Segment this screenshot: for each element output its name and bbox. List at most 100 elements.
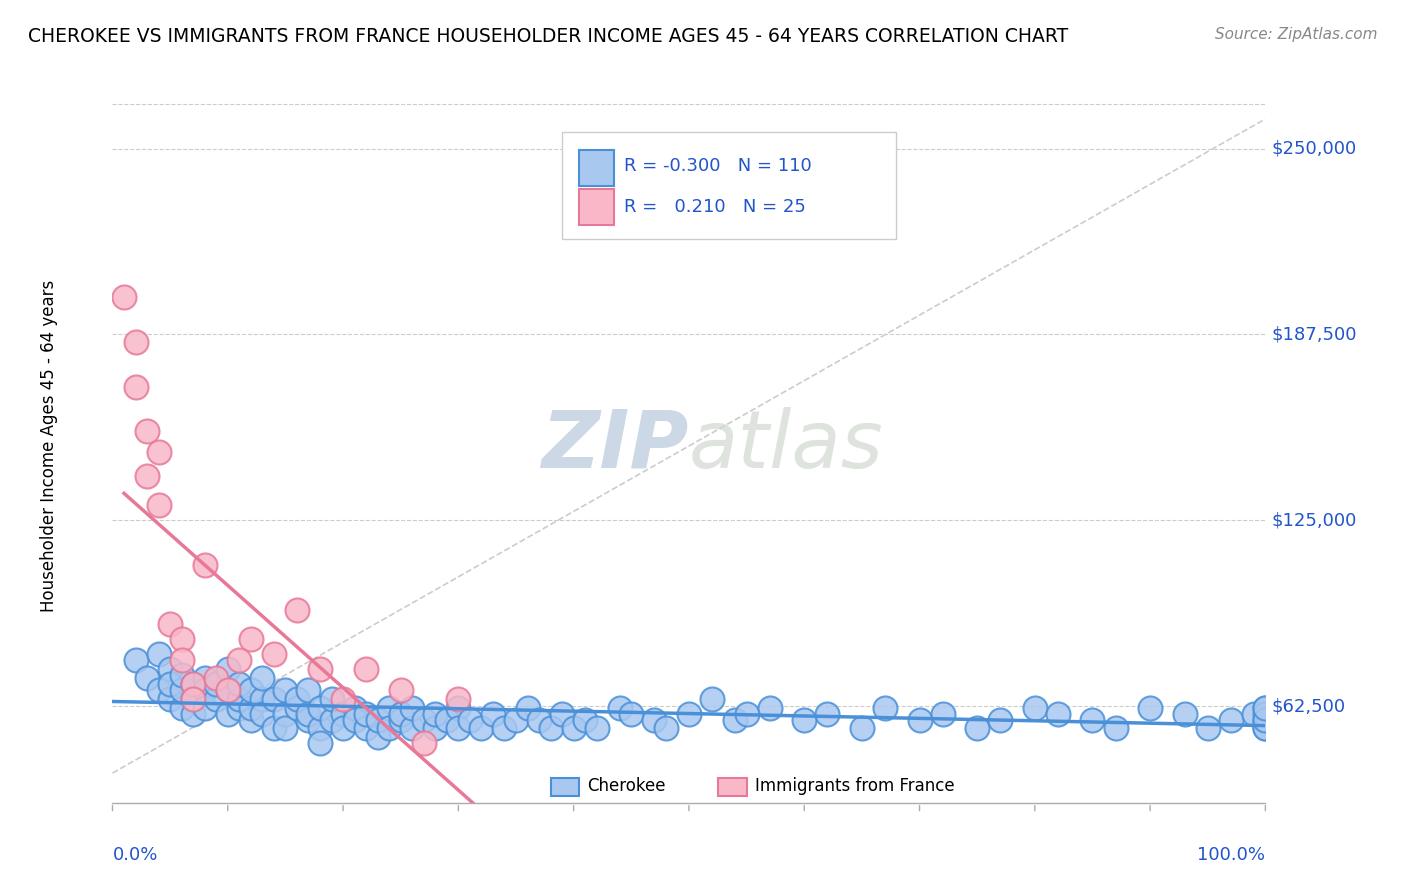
Point <box>194 671 217 685</box>
Point <box>1197 722 1219 736</box>
Point <box>389 713 412 727</box>
Point <box>148 499 170 513</box>
Text: 100.0%: 100.0% <box>1198 846 1265 863</box>
Text: atlas: atlas <box>689 407 884 485</box>
Point <box>873 700 896 714</box>
Point <box>447 700 470 714</box>
Point <box>181 691 204 706</box>
Point <box>170 668 193 682</box>
FancyBboxPatch shape <box>562 132 897 239</box>
Point <box>332 722 354 736</box>
Point <box>228 700 250 714</box>
Point <box>1104 722 1126 736</box>
Point <box>551 706 574 721</box>
Point <box>205 691 228 706</box>
Text: $62,500: $62,500 <box>1271 698 1346 715</box>
Point <box>1254 713 1277 727</box>
Point <box>494 722 516 736</box>
Point <box>274 722 297 736</box>
Point <box>482 706 505 721</box>
Text: Source: ZipAtlas.com: Source: ZipAtlas.com <box>1215 27 1378 42</box>
Point <box>436 713 458 727</box>
Point <box>425 722 447 736</box>
Point <box>1024 700 1046 714</box>
Point <box>217 682 239 697</box>
Point <box>700 691 723 706</box>
Point <box>851 722 873 736</box>
Point <box>297 682 319 697</box>
Point <box>297 706 319 721</box>
Text: R =   0.210   N = 25: R = 0.210 N = 25 <box>624 198 806 216</box>
Point <box>815 706 838 721</box>
Point <box>527 713 550 727</box>
Point <box>124 334 146 349</box>
Point <box>159 677 181 691</box>
Point <box>274 706 297 721</box>
Point <box>1254 700 1277 714</box>
Point <box>389 706 412 721</box>
Point <box>263 691 285 706</box>
Text: $125,000: $125,000 <box>1271 511 1357 529</box>
Point <box>1174 706 1197 721</box>
Point <box>574 713 596 727</box>
Point <box>297 713 319 727</box>
Point <box>239 682 262 697</box>
Text: $187,500: $187,500 <box>1271 326 1357 343</box>
Point <box>274 682 297 697</box>
Point <box>389 682 412 697</box>
Point <box>263 722 285 736</box>
Point <box>343 713 366 727</box>
Point <box>228 691 250 706</box>
Point <box>378 700 401 714</box>
Point <box>252 691 274 706</box>
Point <box>655 722 678 736</box>
Point <box>194 558 217 572</box>
Point <box>332 691 354 706</box>
Point <box>285 700 308 714</box>
FancyBboxPatch shape <box>551 778 579 796</box>
Point <box>159 617 181 632</box>
Point <box>470 722 492 736</box>
Point <box>343 700 366 714</box>
Point <box>458 713 481 727</box>
Point <box>401 722 423 736</box>
Text: ZIP: ZIP <box>541 407 689 485</box>
Point <box>1219 713 1241 727</box>
Point <box>1139 700 1161 714</box>
Point <box>908 713 931 727</box>
Text: Householder Income Ages 45 - 64 years: Householder Income Ages 45 - 64 years <box>39 280 58 612</box>
Point <box>217 682 239 697</box>
Point <box>988 713 1011 727</box>
Point <box>194 700 217 714</box>
Point <box>263 647 285 661</box>
FancyBboxPatch shape <box>579 150 614 186</box>
FancyBboxPatch shape <box>579 189 614 225</box>
Point <box>194 682 217 697</box>
Point <box>367 713 389 727</box>
Point <box>136 424 159 438</box>
Point <box>181 677 204 691</box>
Point <box>228 653 250 667</box>
Point <box>1254 722 1277 736</box>
Point <box>181 677 204 691</box>
Point <box>285 691 308 706</box>
Point <box>412 713 434 727</box>
Point <box>239 632 262 647</box>
Point <box>321 691 343 706</box>
Point <box>252 671 274 685</box>
FancyBboxPatch shape <box>718 778 747 796</box>
Point <box>354 706 377 721</box>
Point <box>643 713 665 727</box>
Point <box>124 379 146 393</box>
Point <box>285 602 308 616</box>
Point <box>181 691 204 706</box>
Point <box>217 706 239 721</box>
Point <box>505 713 527 727</box>
Text: 0.0%: 0.0% <box>112 846 157 863</box>
Point <box>159 691 181 706</box>
Point <box>332 706 354 721</box>
Point <box>1254 706 1277 721</box>
Text: R = -0.300   N = 110: R = -0.300 N = 110 <box>624 157 813 175</box>
Point <box>205 677 228 691</box>
Point <box>136 468 159 483</box>
